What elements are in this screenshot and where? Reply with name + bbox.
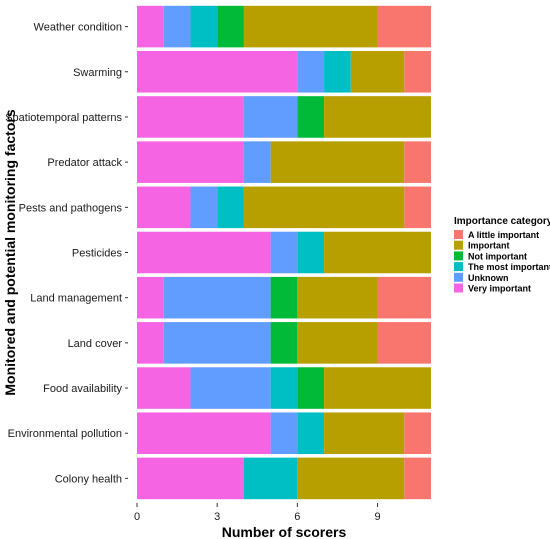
bar-food-availability-the-most-important (270, 367, 298, 409)
bar-land-management-not-important (270, 276, 298, 319)
y-axis-title: Monitored and potential monitoring facto… (2, 109, 18, 395)
bar-pesticides-important (324, 231, 431, 274)
category-label: Colony health (55, 473, 122, 485)
bar-pests-and-pathogens-the-most-important (217, 186, 244, 229)
bar-pesticides-the-most-important (297, 231, 325, 274)
bar-spatiotemporal-patterns-important (324, 96, 431, 138)
bar-land-cover-important (297, 322, 378, 364)
bar-food-availability-important (324, 367, 431, 409)
bar-environmental-pollution-the-most-important (297, 412, 325, 455)
bar-environmental-pollution-very-important (137, 412, 271, 455)
bar-land-cover-a-little-important (377, 322, 431, 364)
legend-label-the-most-important: The most important (468, 262, 550, 272)
bar-swarming-very-important (137, 50, 298, 93)
legend-swatch-a-little-important (454, 230, 463, 239)
x-tick-label: 6 (294, 511, 300, 523)
category-label: Pests and pathogens (19, 202, 123, 214)
y-axis: Weather condition Swarming Spatiotemporal … (5, 22, 128, 485)
bar-pesticides-very-important (137, 231, 271, 274)
legend-label-important: Important (468, 241, 510, 251)
bar-food-availability-not-important (297, 367, 325, 409)
bar-pests-and-pathogens-important (243, 186, 405, 229)
bar-colony-health-very-important (137, 457, 244, 500)
bar-swarming-the-most-important (324, 50, 351, 93)
bar-land-cover-unknown (163, 322, 271, 364)
x-tick-label: 0 (134, 511, 140, 523)
category-label: Land management (30, 293, 122, 305)
category-label: Predator attack (47, 157, 122, 169)
bar-weather-condition-a-little-important (377, 5, 431, 48)
legend-swatch-unknown (454, 272, 463, 282)
bar-spatiotemporal-patterns-unknown (243, 96, 298, 138)
legend-swatch-important (454, 240, 463, 250)
bar-swarming-a-little-important (404, 50, 431, 93)
legend-swatch-very-important (454, 283, 463, 293)
bar-weather-condition-important (243, 5, 378, 48)
bar-colony-health-important (297, 457, 405, 500)
bar-land-management-very-important (137, 276, 164, 319)
x-tick-label: 3 (214, 511, 220, 523)
bar-predator-attack-important (270, 141, 405, 183)
category-label: Food availability (43, 383, 122, 395)
bar-weather-condition-the-most-important (190, 5, 218, 48)
bar-environmental-pollution-important (324, 412, 405, 455)
bar-colony-health-the-most-important (243, 457, 298, 500)
bar-pests-and-pathogens-unknown (190, 186, 218, 229)
bar-land-management-a-little-important (377, 276, 431, 319)
bar-land-management-unknown (163, 276, 271, 319)
bar-swarming-unknown (297, 50, 325, 93)
category-label: Environmental pollution (8, 428, 122, 440)
legend: Importance category A little importantIm… (454, 216, 550, 294)
bar-weather-condition-not-important (217, 5, 244, 48)
bar-weather-condition-unknown (163, 5, 191, 48)
x-axis: 0 3 6 9 (134, 503, 381, 523)
bar-food-availability-unknown (190, 367, 271, 409)
bar-environmental-pollution-a-little-important (404, 412, 431, 455)
bar-food-availability-very-important (137, 367, 191, 409)
bar-spatiotemporal-patterns-very-important (137, 96, 244, 138)
legend-label-very-important: Very important (468, 284, 531, 294)
category-label: Weather condition (34, 22, 122, 34)
x-axis-title: Number of scorers (222, 524, 347, 539)
category-label: Spatiotemporal patterns (5, 112, 122, 124)
category-label: Land cover (68, 338, 123, 350)
bar-weather-condition-very-important (137, 5, 164, 48)
bar-pests-and-pathogens-very-important (137, 186, 191, 229)
legend-swatch-not-important (454, 251, 463, 261)
x-tick-label: 9 (374, 511, 380, 523)
legend-label-unknown: Unknown (468, 273, 509, 283)
bar-predator-attack-a-little-important (404, 141, 431, 183)
bar-land-management-important (297, 276, 378, 319)
bars-layer (137, 5, 431, 500)
category-label: Pesticides (72, 248, 123, 260)
bar-spatiotemporal-patterns-not-important (297, 96, 325, 138)
legend-label-not-important: Not important (468, 251, 527, 261)
bar-pesticides-unknown (270, 231, 298, 274)
bar-land-cover-not-important (270, 322, 298, 364)
bar-swarming-important (350, 50, 405, 93)
category-label: Swarming (73, 67, 122, 79)
bar-colony-health-a-little-important (404, 457, 431, 500)
bar-pests-and-pathogens-a-little-important (404, 186, 431, 229)
legend-label-a-little-important: A little important (468, 230, 539, 240)
bar-land-cover-very-important (137, 322, 164, 364)
bar-predator-attack-very-important (137, 141, 244, 183)
bar-predator-attack-unknown (243, 141, 271, 183)
legend-swatch-the-most-important (454, 262, 463, 272)
bar-environmental-pollution-unknown (270, 412, 298, 455)
legend-title: Importance category (454, 216, 550, 227)
